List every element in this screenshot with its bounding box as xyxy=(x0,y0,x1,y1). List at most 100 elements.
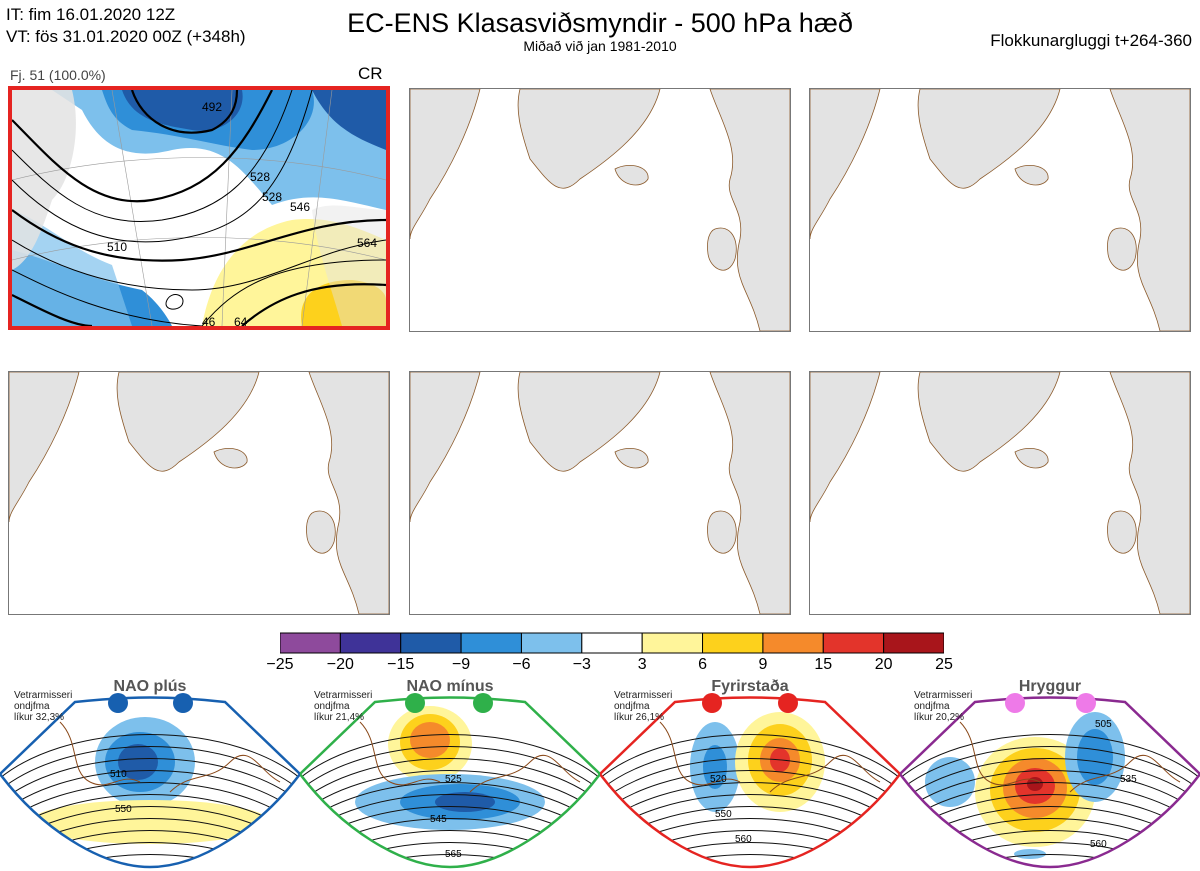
vt-line: VT: fös 31.01.2020 00Z (+348h) xyxy=(6,27,246,46)
regime-map: 525 545 565 xyxy=(300,693,600,869)
regime-contour-label: 560 xyxy=(735,834,752,845)
regime-title: Fyrirstaða xyxy=(711,678,789,695)
colorbar-segment xyxy=(520,632,583,654)
window-label: Flokkunargluggi t+264-360 xyxy=(990,31,1192,50)
regime-nao-minus: 525 545 565 NAO mínus Vetrarmisseri ondjfm… xyxy=(300,678,600,871)
regime-info-line: ondjfma xyxy=(14,701,50,712)
contour-label: 546 xyxy=(290,200,311,214)
regime-center-dot xyxy=(702,693,722,713)
cluster-map-empty[interactable] xyxy=(8,371,390,615)
contour-label: 528 xyxy=(262,190,283,204)
contour-label: 564 xyxy=(357,236,378,250)
regime-map: 510 550 xyxy=(0,693,300,869)
regime-center-dot xyxy=(108,693,128,713)
regime-center-dot xyxy=(405,693,425,713)
colorbar-tick-label: −25 xyxy=(266,656,294,673)
colorbar-tick-label: −3 xyxy=(572,656,591,673)
regime-info-line: líkur 21,4% xyxy=(314,712,365,723)
regime-blocking: 520 550 560 Fyrirstaða Vetrarmisseri ondjf… xyxy=(600,678,900,871)
empty-map xyxy=(410,89,790,331)
colorbar-tick-label: −9 xyxy=(451,656,471,673)
empty-map xyxy=(810,372,1190,614)
colorbar-tick-label: −15 xyxy=(387,656,415,673)
anomaly-map xyxy=(12,90,386,326)
regime-contour-label: 520 xyxy=(710,774,727,785)
cluster-map-empty[interactable] xyxy=(809,371,1191,615)
contour-label: 64 xyxy=(234,315,248,329)
land-europe xyxy=(312,205,386,326)
colorbar-segment xyxy=(460,632,522,654)
anomaly-dark-blue xyxy=(122,90,243,131)
colorbar-segment xyxy=(641,632,704,654)
regime-center-dot xyxy=(473,693,493,713)
regime-info-line: líkur 20,2% xyxy=(914,712,965,723)
regime-title: NAO mínus xyxy=(406,678,494,695)
class-label: CR xyxy=(358,64,383,83)
cluster-map-empty[interactable] xyxy=(809,88,1191,332)
regime-outline xyxy=(900,696,1200,869)
colorbar-segment xyxy=(400,632,462,654)
regime-anomaly xyxy=(1014,849,1046,859)
contour-label: 46 xyxy=(202,315,216,329)
regime-info-line: Vetrarmisseri xyxy=(14,690,73,701)
regime-center-dot xyxy=(1005,693,1025,713)
regime-outline xyxy=(600,696,900,869)
colorbar-segment xyxy=(581,632,643,654)
regime-info-line: Vetrarmisseri xyxy=(614,690,673,701)
regime-info-line: Vetrarmisseri xyxy=(914,690,973,701)
regime-nao-plus: 510 550 NAO plús Vetrarmisseri ondjfma lí… xyxy=(0,678,300,871)
regime-ridge: 505 535 560 Hryggur Vetrarmisseri ondjfma … xyxy=(900,678,1200,871)
regime-center-dot xyxy=(173,693,193,713)
contour-label: 492 xyxy=(202,100,223,114)
regime-anomaly xyxy=(30,800,270,844)
colorbar-segment xyxy=(883,632,944,654)
regime-outline xyxy=(300,696,600,869)
colorbar-segment xyxy=(702,632,764,654)
colorbar-segment xyxy=(280,632,341,654)
colorbar-segment xyxy=(762,632,824,654)
regime-info: Vetrarmisseri ondjfma líkur 32,3% xyxy=(14,690,72,723)
member-label: Fj. 51 (100.0%) xyxy=(10,67,106,83)
empty-map xyxy=(810,89,1190,331)
page-subtitle: Miðað við jan 1981-2010 xyxy=(523,38,677,54)
cluster-map-active[interactable]: 492 510 528 546 564 528 46 64 xyxy=(8,86,390,330)
contour-label: 528 xyxy=(250,170,271,184)
regime-anomaly xyxy=(410,722,450,758)
regime-title: NAO plús xyxy=(113,678,187,695)
regime-contour-label: 535 xyxy=(1120,774,1137,785)
regime-contour-label: 550 xyxy=(715,809,732,820)
anomaly-orange xyxy=(301,280,386,326)
regime-info: Vetrarmisseri ondjfma líkur 26,1% xyxy=(614,690,672,723)
cluster-map-empty[interactable] xyxy=(409,371,791,615)
regime-info: Vetrarmisseri ondjfma líkur 21,4% xyxy=(314,690,372,723)
regime-map: 505 535 560 xyxy=(900,693,1200,869)
colorbar-segment xyxy=(822,632,885,654)
regime-contour-label: 545 xyxy=(430,814,447,825)
regime-info-line: líkur 32,3% xyxy=(14,712,65,723)
regime-center-dot xyxy=(1076,693,1096,713)
it-line: IT: fim 16.01.2020 12Z xyxy=(6,5,176,24)
regime-info-line: ondjfma xyxy=(614,701,650,712)
colorbar-tick-label: 20 xyxy=(874,656,893,673)
regime-anomaly xyxy=(703,745,727,789)
regime-anomaly xyxy=(1077,729,1113,785)
header-dates: IT: fim 16.01.2020 12Z VT: fös 31.01.202… xyxy=(6,4,246,48)
colorbar-tick-label: 25 xyxy=(935,656,953,673)
cluster-map-empty[interactable] xyxy=(409,88,791,332)
regime-info-line: líkur 26,1% xyxy=(614,712,665,723)
regime-contour-label: 550 xyxy=(115,804,132,815)
regime-info-line: ondjfma xyxy=(314,701,350,712)
colorbar-tick-label: 15 xyxy=(814,656,833,673)
regime-contour-label: 560 xyxy=(1090,839,1107,850)
regime-contour-label: 565 xyxy=(445,849,462,860)
colorbar-tick-label: −20 xyxy=(326,656,354,673)
regime-map: 520 550 560 xyxy=(600,693,900,869)
regime-center-dot xyxy=(778,693,798,713)
colorbar-tick-label: −6 xyxy=(512,656,531,673)
regime-contour-label: 505 xyxy=(1095,719,1112,730)
colorbar-tick-label: 6 xyxy=(698,656,707,673)
empty-map xyxy=(9,372,389,614)
contour-label: 510 xyxy=(107,240,128,254)
regime-info-line: ondjfma xyxy=(914,701,950,712)
anomaly-light-blue-sw xyxy=(12,210,132,326)
